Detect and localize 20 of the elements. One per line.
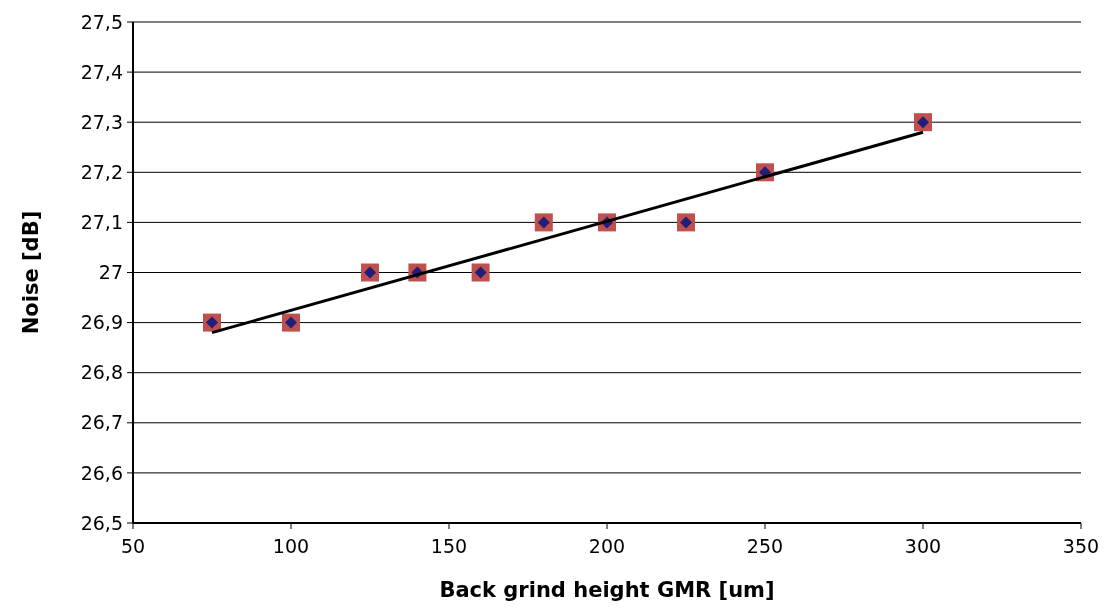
y-tick-label: 26,9	[80, 311, 123, 334]
y-tick-label: 26,7	[80, 411, 123, 434]
x-tick-label: 250	[746, 535, 784, 557]
y-tick-label: 27,5	[80, 10, 123, 33]
x-tick-label: 50	[120, 535, 146, 557]
x-tick-label: 300	[904, 535, 942, 557]
y-tick-label: 27	[98, 261, 123, 284]
x-tick-label: 100	[272, 535, 310, 557]
x-axis-title: Back grind height GMR [um]	[439, 578, 775, 602]
x-tick-label: 350	[1062, 535, 1100, 557]
y-tick-label: 27,1	[80, 211, 123, 234]
y-tick-label: 27,3	[80, 110, 123, 133]
y-tick-label: 26,5	[80, 511, 123, 534]
y-tick-label: 27,4	[80, 60, 123, 83]
y-tick-label: 26,8	[80, 361, 123, 384]
x-tick-label: 150	[430, 535, 468, 557]
y-tick-label: 27,2	[80, 160, 123, 183]
y-axis-title: Noise [dB]	[19, 210, 43, 335]
x-tick-label: 200	[588, 535, 626, 557]
y-tick-label: 26,6	[80, 461, 123, 484]
